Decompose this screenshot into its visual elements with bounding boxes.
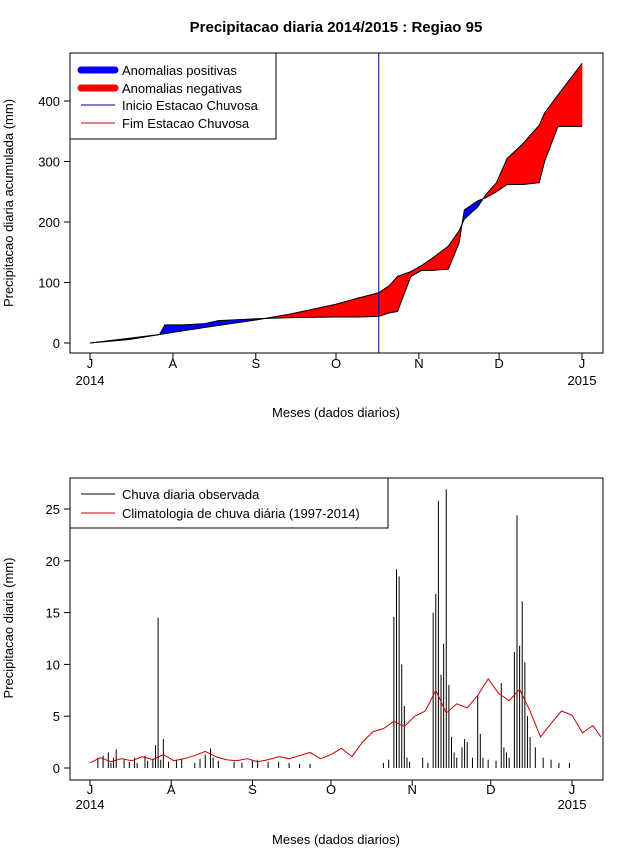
anomaly-segment xyxy=(357,292,380,318)
anomaly-segment xyxy=(544,94,559,162)
year-label: 2015 xyxy=(568,373,597,388)
y-tick-label: 20 xyxy=(46,554,60,569)
x-axis-label: Meses (dados diarios) xyxy=(272,832,400,847)
y-tick-label: 25 xyxy=(46,502,60,517)
anomaly-segment xyxy=(496,158,508,193)
observed-cumulative-line xyxy=(89,125,582,344)
anomaly-segment xyxy=(378,284,390,317)
y-tick-label: 15 xyxy=(46,606,60,621)
x-tick-label: A xyxy=(169,356,178,371)
legend-label-negative: Anomalias negativas xyxy=(122,81,242,96)
y-axis-label: Precipitacao diaria (mm) xyxy=(1,558,16,699)
anomaly-segment xyxy=(164,324,171,334)
x-tick-label: N xyxy=(414,356,423,371)
y-tick-label: 0 xyxy=(53,761,60,776)
anomaly-segment xyxy=(464,200,479,220)
y-tick-label: 400 xyxy=(38,94,60,109)
legend-label-end: Fim Estacao Chuvosa xyxy=(122,116,250,131)
climatology-daily-line xyxy=(89,678,602,764)
x-tick-label: S xyxy=(251,356,260,371)
observed-daily-bars xyxy=(97,489,570,768)
year-label: 2015 xyxy=(558,797,587,812)
y-tick-label: 0 xyxy=(53,336,60,351)
chart-title: Precipitacao diaria 2014/2015 : Regiao 9… xyxy=(190,19,483,36)
legend-label-observed: Chuva diaria observada xyxy=(122,487,260,502)
legend-box xyxy=(69,477,389,529)
anomaly-areas xyxy=(89,62,583,344)
x-tick-label: J xyxy=(569,782,576,797)
x-tick-label: O xyxy=(331,356,341,371)
x-tick-label: J xyxy=(87,356,94,371)
x-tick-label: J xyxy=(579,356,586,371)
year-label: 2014 xyxy=(76,373,105,388)
anomaly-segment xyxy=(389,275,398,314)
anomaly-segment xyxy=(557,62,583,127)
y-tick-label: 100 xyxy=(38,276,60,291)
x-tick-label: J xyxy=(87,782,94,797)
anomaly-segment xyxy=(448,230,460,270)
x-tick-label: D xyxy=(494,356,503,371)
y-axis-label: Precipitacao diaria acumulada (mm) xyxy=(1,99,16,307)
y-tick-label: 300 xyxy=(38,155,60,170)
y-axis: 0 5 10 15 20 25 xyxy=(46,502,70,776)
x-tick-label: N xyxy=(408,782,417,797)
x-tick-label: D xyxy=(486,782,495,797)
legend: Chuva diaria observada Climatologia de c… xyxy=(69,477,389,529)
legend: Anomalias positivas Anomalias negativas … xyxy=(69,52,277,140)
year-label: 2014 xyxy=(76,797,105,812)
climatology-cumulative-line xyxy=(89,63,583,344)
x-axis-label: Meses (dados diarios) xyxy=(272,405,400,420)
y-tick-label: 200 xyxy=(38,215,60,230)
x-axis: J A S O N D J 2014 2015 xyxy=(76,353,597,388)
legend-label-onset: Inicio Estacao Chuvosa xyxy=(122,98,259,113)
x-tick-label: O xyxy=(326,782,336,797)
x-tick-label: A xyxy=(167,782,176,797)
x-tick-label: S xyxy=(248,782,257,797)
y-axis: 0 100 200 300 400 xyxy=(38,94,70,351)
anomaly-segment xyxy=(506,142,524,185)
cumulative-panel: Precipitacao diaria 2014/2015 : Regiao 9… xyxy=(1,19,604,420)
anomaly-segment xyxy=(290,303,337,318)
y-tick-label: 5 xyxy=(53,709,60,724)
legend-label-climatology: Climatologia de chuva diária (1997-2014) xyxy=(122,506,360,521)
y-tick-label: 10 xyxy=(46,657,60,672)
anomaly-segment xyxy=(431,245,449,271)
legend-label-positive: Anomalias positivas xyxy=(122,63,237,78)
